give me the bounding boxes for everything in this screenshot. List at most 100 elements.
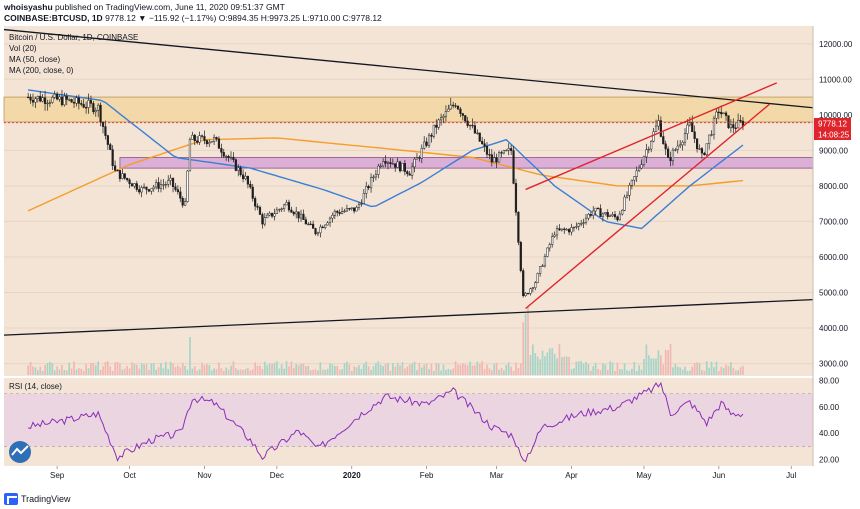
volume-bar [109, 366, 112, 375]
candle-body [184, 201, 187, 206]
author[interactable]: whoisyashu [4, 2, 53, 12]
volume-bar [457, 364, 459, 375]
candle-body [181, 197, 184, 206]
volume-bar [213, 368, 215, 375]
candle [51, 95, 54, 104]
candle [244, 172, 247, 181]
candle-body [316, 232, 320, 235]
candle [664, 140, 667, 156]
candle-body [333, 210, 336, 216]
candle [430, 133, 433, 143]
candle-body [444, 111, 448, 117]
volume-bar [717, 370, 720, 375]
candle-body [531, 287, 534, 290]
rsi-label: RSI (14, close) [9, 382, 62, 391]
candle [403, 159, 406, 176]
candle-body [638, 167, 641, 172]
candle [512, 145, 515, 185]
volume-bar [387, 363, 389, 375]
candle [249, 180, 252, 189]
candle-body [534, 282, 537, 289]
volume-bar [266, 365, 269, 375]
candle [679, 139, 682, 149]
volume-bar [657, 350, 660, 375]
candle-body [461, 113, 464, 116]
volume-bar [667, 350, 669, 375]
volume-bar [737, 370, 739, 375]
candle [162, 178, 165, 190]
candle-body [722, 112, 725, 115]
volume-bar [510, 366, 512, 375]
candle-body [46, 102, 49, 105]
candle [128, 178, 131, 189]
candle [365, 181, 368, 199]
volume-bar [599, 370, 602, 375]
volume-bar [44, 365, 46, 375]
candle [459, 107, 462, 118]
candle-body [401, 163, 404, 172]
candle [437, 118, 440, 130]
candle [548, 242, 551, 252]
volume-bar [167, 369, 170, 375]
candle [150, 188, 153, 195]
volume-bar [739, 367, 742, 375]
volume-bar [220, 368, 223, 375]
candle-body [256, 205, 259, 208]
candle [324, 224, 327, 230]
candle-body [104, 126, 107, 136]
volume-bar [353, 366, 356, 375]
candle-body [302, 213, 305, 220]
candle-body [97, 104, 100, 111]
candle-body [432, 124, 435, 137]
candle-body [234, 159, 237, 171]
volume-bar [602, 363, 604, 375]
candle-body [411, 166, 414, 176]
footer-brand[interactable]: TradingView [4, 492, 71, 506]
candle [82, 99, 85, 109]
downtrend-line [3, 28, 814, 109]
candle-body [548, 244, 551, 249]
volume-bar [585, 361, 587, 375]
candle [737, 113, 740, 129]
volume-bar [300, 364, 302, 375]
candle [420, 144, 423, 164]
candle [623, 194, 626, 212]
volume-bar [708, 367, 711, 375]
candle-body [167, 180, 170, 185]
candle-body [700, 148, 704, 154]
volume-bar [389, 370, 392, 375]
candle-body [529, 288, 532, 294]
volume-bar [396, 363, 399, 375]
candle [580, 219, 583, 227]
candle [85, 101, 88, 114]
volume-bar [174, 366, 177, 375]
candle [99, 102, 102, 127]
rsi-tick-label: 20.00 [819, 455, 840, 464]
volume-bar [355, 367, 358, 375]
volume-bar [454, 361, 457, 375]
volume-bar [411, 363, 413, 375]
candle [196, 135, 199, 145]
candle-body [594, 207, 597, 212]
candle [246, 175, 250, 189]
volume-bar [34, 367, 37, 375]
candle [710, 130, 713, 137]
candle [31, 93, 35, 107]
volume-bar [548, 348, 551, 375]
candle-body [406, 171, 409, 175]
published-text: published on TradingView.com, June 11, 2… [55, 2, 285, 12]
volume-bar [92, 362, 95, 375]
candle [309, 221, 312, 226]
candle-body [278, 209, 281, 211]
volume-bar [370, 369, 372, 375]
candle [531, 286, 534, 293]
candle [398, 160, 402, 173]
candle [449, 97, 452, 110]
candle [732, 118, 735, 134]
volume-bar [251, 369, 254, 375]
volume-bar [478, 363, 481, 375]
candle [142, 183, 146, 189]
volume-bar [500, 367, 503, 375]
candle-body [229, 156, 233, 159]
